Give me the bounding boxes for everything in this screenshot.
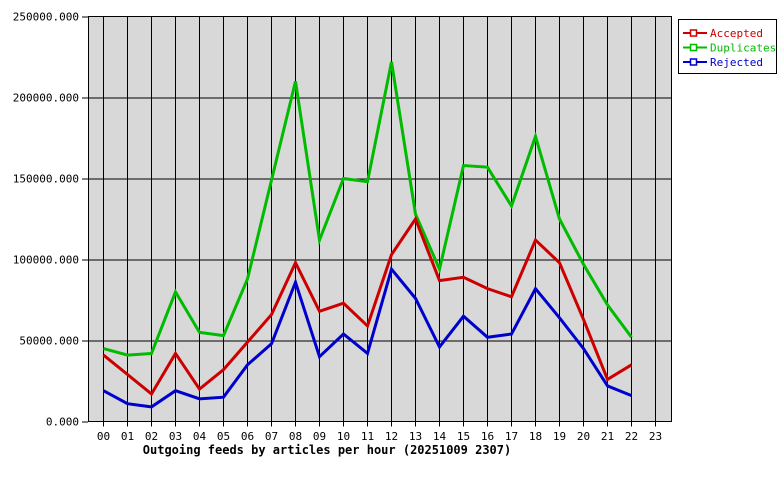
x-tick-label: 07	[265, 430, 278, 443]
legend-entry-rejected: Rejected	[683, 56, 763, 69]
x-tick-label: 12	[385, 430, 398, 443]
legend-label: Duplicates	[710, 42, 776, 55]
y-tick-label: 250000.000	[13, 11, 79, 24]
legend-square-marker	[689, 29, 698, 37]
plot-area	[88, 16, 672, 422]
y-tick-label: 100000.000	[13, 254, 79, 267]
x-tick-label: 08	[289, 430, 302, 443]
series-line-accepted	[102, 215, 633, 397]
y-tick-label: 50000.000	[19, 335, 79, 348]
x-tick-label: 18	[529, 430, 542, 443]
y-axis-labels: 0.000 50000.000 100000.000 150000.000 200000…	[13, 11, 79, 429]
x-tick-label: 22	[625, 430, 638, 443]
chart-title: Outgoing feeds by articles per hour (202…	[143, 443, 511, 457]
axis-ticks	[82, 16, 656, 427]
y-tick-label: 200000.000	[13, 92, 79, 105]
x-tick-label: 06	[241, 430, 254, 443]
x-tick-label: 23	[649, 430, 662, 443]
x-tick-label: 15	[457, 430, 470, 443]
x-tick-label: 16	[481, 430, 494, 443]
x-tick-label: 17	[505, 430, 518, 443]
x-tick-label: 00	[97, 430, 110, 443]
x-tick-label: 14	[433, 430, 447, 443]
y-tick-label: 0.000	[46, 416, 79, 429]
x-tick-label: 19	[553, 430, 566, 443]
x-tick-label: 21	[601, 430, 614, 443]
legend-entry-accepted: Accepted	[683, 27, 763, 40]
x-tick-label: 03	[169, 430, 182, 443]
x-tick-label: 10	[337, 430, 350, 443]
legend-label: Rejected	[710, 56, 763, 69]
y-tick-label: 150000.000	[13, 173, 79, 186]
legend-label: Accepted	[710, 27, 763, 40]
series-line-rejected	[102, 266, 633, 409]
x-tick-label: 04	[193, 430, 207, 443]
plot-border	[88, 16, 672, 422]
x-tick-label: 02	[145, 430, 158, 443]
legend-square-marker	[689, 58, 698, 66]
x-tick-label: 09	[313, 430, 326, 443]
x-tick-label: 01	[121, 430, 134, 443]
x-tick-label: 11	[361, 430, 374, 443]
x-axis-labels: 00 01 02 03 04 05 06 07 08 09 10 11 12 13 14 15 16 17 18 19…	[97, 430, 662, 443]
legend-square-marker	[689, 43, 698, 52]
series-line-duplicates	[103, 61, 633, 357]
legend-entry-duplicates: Duplicates	[683, 42, 776, 55]
x-tick-label: 20	[577, 430, 590, 443]
x-tick-label: 13	[409, 430, 422, 443]
x-tick-label: 05	[217, 430, 230, 443]
